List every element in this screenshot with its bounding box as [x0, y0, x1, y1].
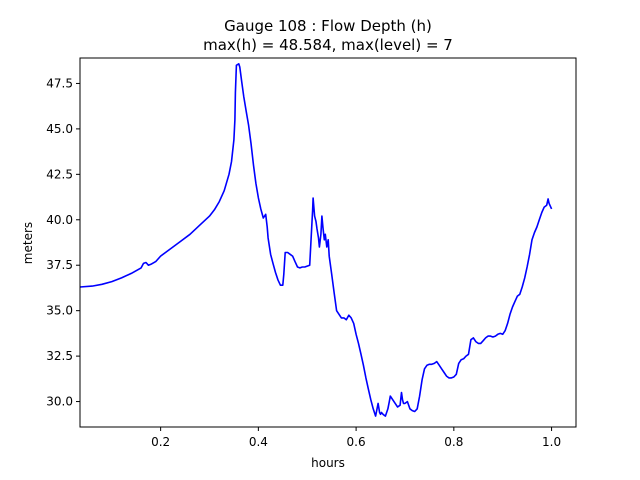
y-tick-label: 30.0	[46, 395, 73, 409]
axes-frame	[79, 57, 577, 428]
x-tick-label: 0.6	[347, 435, 366, 449]
y-axis-label: meters	[21, 222, 35, 264]
axis-ticks: 0.2 0.4 0.6 0.8 1.0 30.0 32.5 35.0 37.5 40.0 42.5 4…	[46, 76, 561, 449]
y-tick-label: 47.5	[46, 76, 73, 90]
x-tick-label: 0.4	[249, 435, 268, 449]
y-tick-label: 32.5	[46, 349, 73, 363]
x-tick-label: 0.8	[444, 435, 463, 449]
x-tick-label: 0.2	[151, 435, 170, 449]
y-tick-label: 37.5	[46, 258, 73, 272]
y-tick-label: 40.0	[46, 213, 73, 227]
y-tick-label: 35.0	[46, 304, 73, 318]
chart-title: Gauge 108 : Flow Depth (h)	[224, 17, 432, 35]
series-line-0	[79, 62, 553, 417]
plot-area	[79, 62, 553, 417]
y-tick-label: 45.0	[46, 122, 73, 136]
y-tick-label: 42.5	[46, 167, 73, 181]
chart-subtitle: max(h) = 48.584, max(level) = 7	[203, 36, 453, 54]
x-tick-label: 1.0	[542, 435, 561, 449]
x-axis-label: hours	[311, 456, 345, 470]
